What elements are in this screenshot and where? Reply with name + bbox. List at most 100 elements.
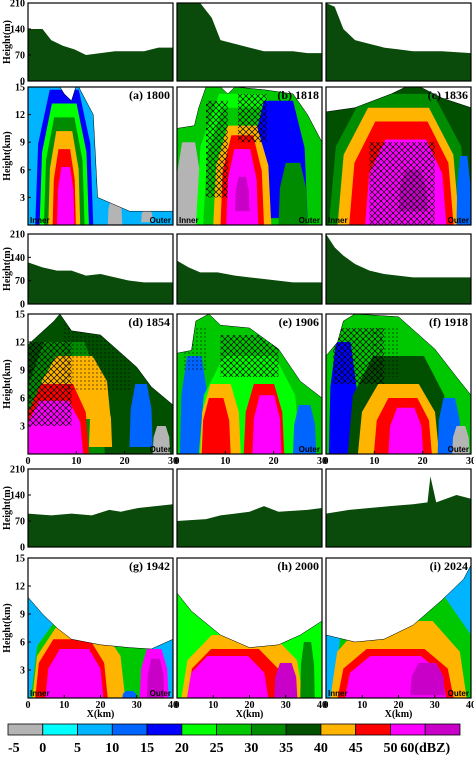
colorbar-tick-label: 40 [314, 741, 328, 756]
colorbar-swatch [77, 723, 113, 736]
xtick-label: 0 [324, 456, 329, 467]
xtick-label: 0 [26, 456, 31, 467]
reflectivity-panel: (d) 1854 Outer 15 12 9 6 3 Height(km) 0 10 20 30 [2, 310, 178, 468]
dbz-region [452, 426, 470, 454]
colorbar-swatch [320, 723, 357, 736]
terrain-panel: 210 140 70 0 Height(m) [2, 230, 174, 311]
outer-label: Outer [299, 216, 320, 225]
reflectivity-ytick-label: 15 [15, 554, 25, 565]
panel-1: (b) 1818 Inner Outer [176, 2, 323, 226]
terrain-frame [27, 2, 174, 82]
terrain-ytick-label: 140 [10, 25, 25, 36]
colorbar-swatch [216, 723, 252, 736]
panel-8: (i) 2024 Inner Outer 0 10 20 30 40 X(km) [324, 468, 474, 720]
dbz-region [410, 663, 445, 696]
reflectivity-ytick-label: 6 [20, 165, 25, 176]
xlabel: X(km) [385, 709, 413, 720]
terrain-ytick-label: 70 [15, 276, 25, 287]
colorbar-tick-label: 5 [74, 741, 81, 756]
panel-label: (e) 1906 [279, 315, 319, 329]
outer-label: Outer [299, 445, 320, 454]
terrain-frame [27, 468, 174, 548]
terrain-frame [27, 233, 174, 305]
inner-label: Inner [328, 689, 348, 698]
terrain-ylabel: Height(m) [2, 247, 13, 291]
reflectivity-frame [176, 313, 323, 455]
colorbar-tick-label: 15 [140, 741, 154, 756]
terrain-frame [325, 468, 472, 548]
dbz-region [293, 405, 317, 454]
inner-label: Inner [179, 216, 199, 225]
terrain-area [326, 476, 471, 547]
stippled-region [369, 328, 399, 377]
dbz-region [388, 407, 424, 454]
inner-label: Inner [328, 216, 348, 225]
xtick-label: 10 [357, 700, 367, 711]
colorbar-swatch [285, 723, 322, 736]
panel-5: (f) 1918 Outer 0 10 20 30 [324, 233, 474, 467]
xtick-label: 20 [269, 456, 279, 467]
terrain-ylabel: Height(m) [2, 486, 13, 530]
terrain-ytick-label: 210 [10, 230, 25, 241]
terrain-panel: 210 140 70 0 Height(m) [2, 465, 174, 554]
envelope-outline [325, 564, 472, 698]
terrain-panel [176, 468, 323, 548]
xlabel: X(km) [87, 709, 115, 720]
envelope-outline [176, 592, 323, 698]
colorbar-swatch [181, 723, 218, 736]
inner-label: Inner [30, 216, 50, 225]
xtick-label: 10 [59, 700, 69, 711]
colorbar-swatch [146, 723, 183, 736]
outer-label: Outer [150, 445, 171, 454]
reflectivity-panel: (b) 1818 Inner Outer [176, 86, 323, 226]
hatched-region [369, 142, 435, 225]
dbz-region [300, 642, 315, 698]
xtick-label: 0 [175, 456, 180, 467]
xtick-label: 0 [175, 700, 180, 711]
xtick-label: 30 [281, 700, 291, 711]
outer-label: Outer [448, 216, 469, 225]
dbz-region [152, 426, 171, 454]
terrain-area [177, 3, 322, 81]
dbz-region [129, 384, 153, 447]
panel-label: (c) 1836 [428, 88, 468, 102]
reflectivity-ytick-label: 3 [20, 193, 25, 204]
terrain-ytick-label: 140 [10, 491, 25, 502]
dbz-region [45, 649, 104, 698]
terrain-ytick-label: 0 [20, 300, 25, 311]
dbz-region [274, 663, 298, 698]
colorbar-tick-label: 0 [39, 741, 46, 756]
reflectivity-panel: (c) 1836 Inner Outer [325, 86, 472, 226]
colorbar-tick-label: 20 [175, 741, 189, 756]
outer-label: Outer [448, 689, 469, 698]
reflectivity-ytick-label: 15 [15, 83, 25, 94]
terrain-area [28, 504, 173, 547]
xtick-label: 40 [317, 700, 327, 711]
terrain-ytick-label: 70 [15, 51, 25, 62]
reflectivity-panel: (h) 2000 0 10 20 30 40 X(km) [175, 557, 327, 720]
colorbar-swatch [42, 723, 78, 736]
terrain-ytick-label: 210 [10, 465, 25, 476]
colorbar-tick-label: 25 [210, 741, 224, 756]
xtick-label: 40 [466, 700, 474, 711]
reflectivity-ytick-label: 12 [15, 338, 25, 349]
xtick-label: 30 [132, 700, 142, 711]
terrain-ytick-label: 0 [20, 543, 25, 554]
terrain-panel [325, 233, 472, 305]
reflectivity-ytick-label: 9 [20, 138, 25, 149]
reflectivity-ytick-label: 3 [20, 666, 25, 677]
reflectivity-ytick-label: 15 [15, 310, 25, 321]
colorbar-tick-label: 50 [383, 741, 397, 756]
xtick-label: 20 [418, 456, 428, 467]
panel-6: 210 140 70 0 Height(m) (g) 1942 Inner Outer 15 12… [2, 465, 178, 721]
terrain-area [177, 506, 322, 547]
panel-4: (e) 1906 Outer 0 10 20 30 [175, 233, 327, 467]
panel-7: (h) 2000 0 10 20 30 40 X(km) [175, 468, 327, 720]
colorbar-swatch [390, 723, 426, 736]
dbz-region [456, 156, 471, 225]
xtick-label: 20 [245, 700, 255, 711]
xtick-label: 30 [168, 456, 178, 467]
dbz-region [278, 162, 308, 225]
reflectivity-panel: (e) 1906 Outer 0 10 20 30 [175, 313, 327, 467]
